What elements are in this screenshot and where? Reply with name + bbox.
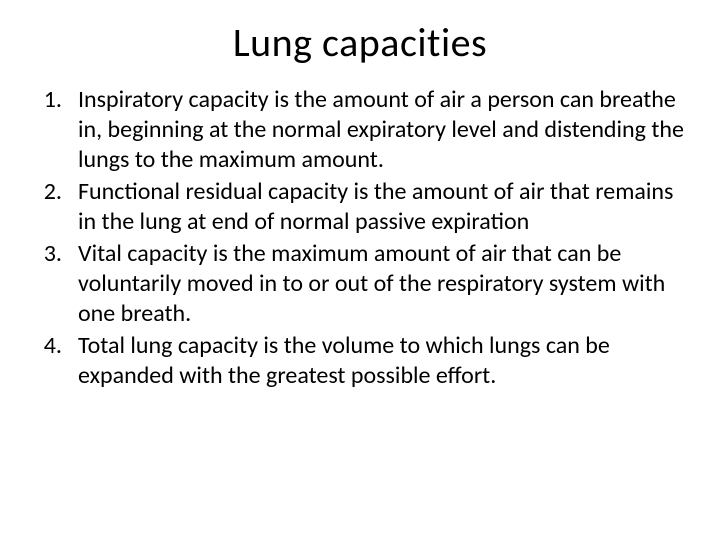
list-item: 1. Inspiratory capacity is the amount of… bbox=[30, 85, 690, 175]
item-number: 2. bbox=[30, 177, 78, 237]
list-item: 2. Functional residual capacity is the a… bbox=[30, 177, 690, 237]
item-number: 4. bbox=[30, 331, 78, 391]
item-number: 1. bbox=[30, 85, 78, 175]
definition-list: 1. Inspiratory capacity is the amount of… bbox=[30, 85, 690, 391]
item-text: Vital capacity is the maximum amount of … bbox=[78, 239, 690, 329]
page-title: Lung capacities bbox=[30, 18, 690, 67]
item-number: 3. bbox=[30, 239, 78, 329]
item-text: Functional residual capacity is the amou… bbox=[78, 177, 690, 237]
list-item: 3. Vital capacity is the maximum amount … bbox=[30, 239, 690, 329]
slide: Lung capacities 1. Inspiratory capacity … bbox=[0, 0, 720, 540]
item-text: Total lung capacity is the volume to whi… bbox=[78, 331, 690, 391]
list-item: 4. Total lung capacity is the volume to … bbox=[30, 331, 690, 391]
item-text: Inspiratory capacity is the amount of ai… bbox=[78, 85, 690, 175]
